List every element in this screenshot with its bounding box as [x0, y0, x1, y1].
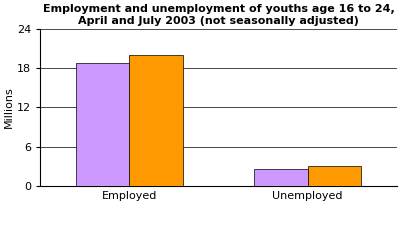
Bar — [254, 169, 308, 186]
Bar — [130, 55, 183, 186]
Y-axis label: Millions: Millions — [4, 87, 14, 128]
Bar — [76, 63, 130, 186]
Bar — [308, 166, 361, 186]
Title: Employment and unemployment of youths age 16 to 24,
April and July 2003 (not sea: Employment and unemployment of youths ag… — [43, 4, 395, 26]
